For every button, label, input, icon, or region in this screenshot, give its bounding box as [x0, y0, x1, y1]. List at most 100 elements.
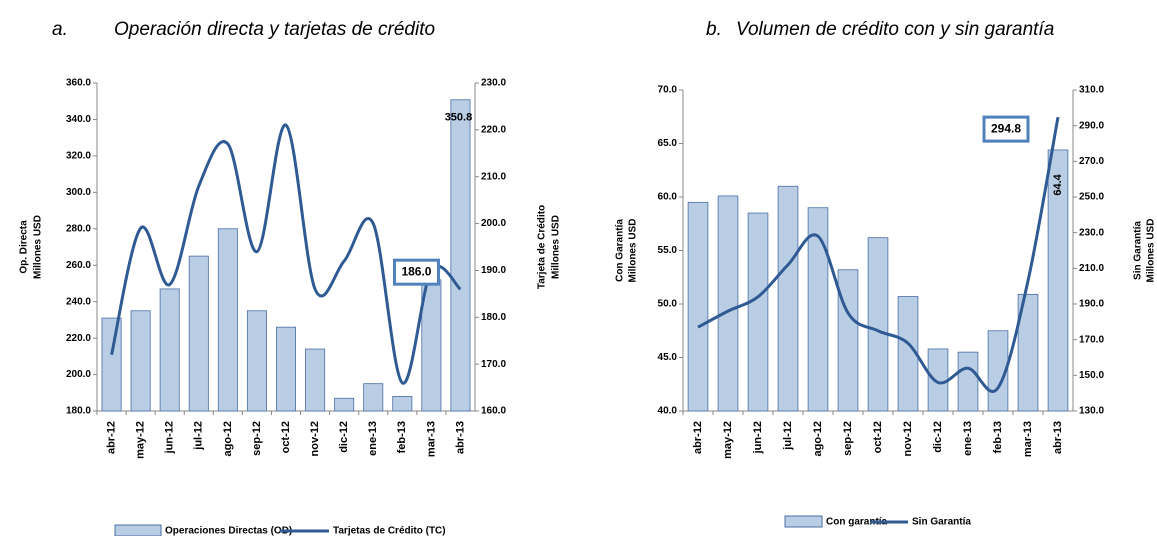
- data-label: 186.0: [401, 264, 431, 278]
- bar: [159, 288, 180, 412]
- legend-swatch: [784, 515, 823, 528]
- x-tick-label: sep-12: [251, 421, 263, 456]
- y-axis-label: Op. Directa: [19, 220, 30, 274]
- y-tick-label: 50.0: [658, 299, 678, 310]
- y2-axis-label: Millones USD: [1146, 219, 1157, 283]
- legend-label: Sin Garantía: [912, 517, 971, 528]
- y-tick-label: 70.0: [658, 85, 678, 96]
- y-tick-label: 240.0: [66, 296, 91, 307]
- bar: [130, 310, 151, 412]
- y2-tick-label: 270.0: [1079, 156, 1104, 167]
- bar: [363, 383, 384, 412]
- x-tick-label: abr-13: [454, 421, 466, 454]
- y-tick-label: 45.0: [658, 352, 678, 363]
- x-tick-label: oct-12: [280, 421, 292, 453]
- bar: [1017, 293, 1039, 412]
- x-tick-label: dic-12: [338, 421, 350, 453]
- data-label: 64.4: [1052, 173, 1064, 195]
- y-tick-label: 220.0: [66, 333, 91, 344]
- x-tick-label: abr-12: [692, 421, 704, 454]
- y-tick-label: 55.0: [658, 245, 678, 256]
- x-tick-label: dic-12: [932, 421, 944, 453]
- bar: [305, 348, 326, 412]
- x-tick-label: feb-13: [396, 421, 408, 453]
- bar: [1047, 149, 1069, 412]
- y2-tick-label: 210.0: [1079, 263, 1104, 274]
- x-tick-label: jun-12: [752, 421, 764, 454]
- bar: [188, 255, 209, 412]
- y2-tick-label: 170.0: [481, 359, 506, 370]
- y2-tick-label: 290.0: [1079, 120, 1104, 131]
- bar: [837, 269, 859, 412]
- y2-tick-label: 210.0: [481, 171, 506, 182]
- x-tick-label: abr-12: [105, 421, 117, 454]
- y-tick-label: 40.0: [658, 406, 678, 417]
- y2-tick-label: 200.0: [481, 218, 506, 229]
- x-tick-label: jul-12: [782, 421, 794, 451]
- y-tick-label: 200.0: [66, 369, 91, 380]
- y2-axis-label: Sin Garantía: [1133, 221, 1144, 280]
- x-tick-label: may-12: [135, 421, 147, 459]
- y-axis-label: Millones USD: [628, 219, 639, 283]
- y-tick-label: 65.0: [658, 138, 678, 149]
- bar: [217, 228, 238, 412]
- x-tick-label: may-12: [722, 421, 734, 459]
- x-tick-label: feb-13: [992, 421, 1004, 453]
- y2-tick-label: 150.0: [1079, 370, 1104, 381]
- x-tick-label: nov-12: [902, 421, 914, 456]
- data-label: 294.8: [991, 121, 1021, 135]
- bar: [717, 195, 739, 412]
- x-tick-label: jun-12: [164, 421, 176, 454]
- y-tick-label: 320.0: [66, 151, 91, 162]
- bar: [450, 99, 471, 412]
- bar: [392, 396, 413, 412]
- line: [697, 116, 1060, 393]
- y-tick-label: 260.0: [66, 260, 91, 271]
- y2-tick-label: 130.0: [1079, 406, 1104, 417]
- y2-axis-label: Millones USD: [551, 215, 562, 279]
- panel-label: b.: [706, 19, 722, 40]
- label-box: [982, 115, 1030, 143]
- panel-label: a.: [52, 19, 68, 40]
- y2-tick-label: 190.0: [1079, 299, 1104, 310]
- bar: [246, 310, 267, 412]
- x-tick-label: mar-13: [1022, 421, 1034, 457]
- bar: [777, 185, 799, 412]
- bar: [927, 348, 949, 412]
- y-axis-label: Millones USD: [33, 215, 44, 279]
- x-tick-label: ene-13: [962, 421, 974, 456]
- y2-tick-label: 160.0: [481, 406, 506, 417]
- label-box: [392, 258, 440, 286]
- y2-tick-label: 230.0: [481, 78, 506, 89]
- x-tick-label: mar-13: [425, 421, 437, 457]
- x-tick-label: ago-12: [222, 421, 234, 456]
- line: [110, 123, 462, 385]
- data-label: 350.8: [445, 112, 473, 124]
- bar: [867, 237, 889, 412]
- bar: [957, 351, 979, 412]
- x-tick-label: oct-12: [872, 421, 884, 453]
- bar: [687, 201, 709, 412]
- bar: [101, 317, 122, 412]
- y2-tick-label: 250.0: [1079, 192, 1104, 203]
- legend-label: Con garantía: [826, 517, 888, 528]
- y2-tick-label: 220.0: [481, 124, 506, 135]
- bar: [276, 326, 296, 412]
- bar: [807, 207, 829, 412]
- x-tick-label: ene-13: [367, 421, 379, 456]
- x-tick-label: jul-12: [193, 421, 205, 451]
- y-tick-label: 340.0: [66, 114, 91, 125]
- legend-swatch: [114, 524, 162, 536]
- y-tick-label: 60.0: [658, 192, 678, 203]
- legend-label: Tarjetas de Crédito (TC): [333, 526, 446, 536]
- y-axis-label: Con Garantía: [615, 219, 626, 282]
- y2-tick-label: 180.0: [481, 312, 506, 323]
- y2-axis-label: Tarjeta de Crédito: [537, 205, 548, 289]
- y2-tick-label: 170.0: [1079, 334, 1104, 345]
- bar: [334, 397, 355, 412]
- y-tick-label: 280.0: [66, 223, 91, 234]
- y2-tick-label: 230.0: [1079, 227, 1104, 238]
- legend-label: Operaciones Directas (OD): [165, 526, 292, 536]
- chart-title: Operación directa y tarjetas de crédito: [114, 19, 435, 40]
